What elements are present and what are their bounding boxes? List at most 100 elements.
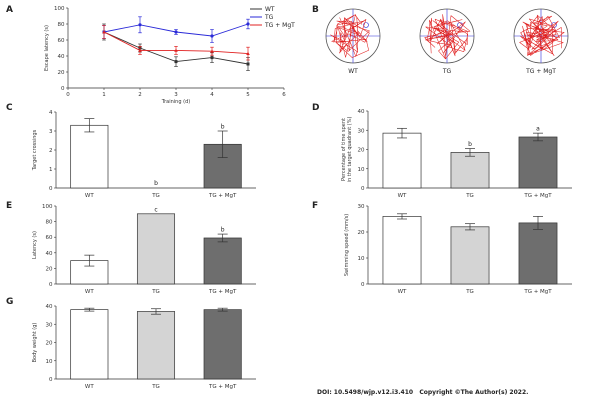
maze-label: WT [348,68,358,75]
doi-text: DOI: 10.5498/wjp.v12.i3.410 [317,389,414,396]
y-tick-label: 10 [358,167,365,173]
y-tick-label: 2 [49,148,53,154]
y-axis-label-line: Swimming speed (mm/s) [344,214,350,276]
chart-a-escape-latency: 0 20 40 60 80 100 0 1 2 3 4 5 6 Training (d) Escape la… [44,6,295,105]
data-point [138,23,142,27]
significance-label: b [221,124,225,131]
maze-tg: TG [419,8,475,75]
bar-tg-mgt [203,237,242,285]
legend-label: WT [265,6,275,13]
chart-d: 0 10 20 30 40 Percentage of time spentin the … [341,109,572,199]
data-point [210,34,214,38]
y-axis-label-line: Target crossings [32,129,38,171]
y-tick-label: 0 [361,186,365,192]
category-label: TG + MgT [523,193,552,199]
category-label: WT [398,193,407,199]
data-point [174,48,178,52]
y-tick-label: 60 [46,235,53,241]
bar-wt [70,309,109,380]
panel-b-maze-trajectories: WT TG TG + MgT [325,8,569,75]
data-point [174,30,178,34]
y-tick-label: 30 [358,128,365,134]
category-label: TG + MgT [208,384,237,390]
y-tick-label: 0 [61,86,65,92]
chart-e: 0 20 40 60 80 100 Latency (s) WT c TG b TG + MgT [32,204,256,295]
panel-letter-f: F [312,201,318,211]
category-label: TG + MgT [523,289,552,295]
y-axis-label-line: Latency (s) [32,231,38,259]
panel-letter-a: A [6,5,13,15]
footer: DOI: 10.5498/wjp.v12.i3.410 Copyright ©T… [317,389,528,396]
legend-label: TG [264,14,274,21]
significance-label: a [536,126,540,133]
maze-tg-mgt: TG + MgT [513,8,569,75]
bar-tg-mgt [518,136,558,189]
x-tick-label: 3 [174,92,178,98]
y-axis-title: Escape latency (s) [44,25,50,71]
y-tick-label: 10 [358,256,365,262]
chart-c: 0 1 2 3 4 Target crossings WT b TG b TG + MgT [32,110,256,199]
y-tick-label: 40 [46,304,53,310]
category-label: TG [151,289,160,295]
category-label: TG [151,384,160,390]
x-tick-label: 2 [138,92,142,98]
category-label: TG + MgT [208,289,237,295]
bar-wt [382,132,422,189]
x-tick-label: 0 [66,92,70,98]
x-tick-label: 4 [210,92,214,98]
x-tick-label: 5 [246,92,250,98]
panel-letter-g: G [6,297,13,307]
y-tick-label: 40 [46,251,53,257]
y-axis-title: Body weight (g) [32,323,38,363]
category-label: TG [151,193,160,199]
data-point [138,48,142,52]
series-tg-mgt [102,25,250,61]
series-tg [102,16,250,43]
data-point [210,49,214,53]
panel-letter-b: B [312,5,319,15]
chart-g: 0 10 20 30 40 Body weight (g) WT TG TG + MgT [32,304,256,390]
data-point [246,51,250,55]
platform-marker [363,22,369,28]
y-tick-label: 30 [46,322,53,328]
y-tick-label: 30 [358,204,365,210]
y-tick-label: 60 [58,38,65,44]
data-point [210,56,214,60]
panel-letter-d: D [312,103,319,113]
copyright-text: Copyright ©The Author(s) 2022. [419,389,529,396]
y-tick-label: 3 [49,129,53,135]
category-label: TG + MgT [208,193,237,199]
bar-tg [136,213,176,285]
panel-letter-e: E [6,201,12,211]
swim-trajectory [519,14,565,56]
bar-tg-mgt [518,222,558,285]
y-axis-title: Latency (s) [32,231,38,259]
data-point [174,60,178,64]
y-tick-label: 4 [49,110,53,116]
y-tick-label: 0 [49,186,53,192]
y-tick-label: 80 [46,220,53,226]
maze-label: TG [442,68,452,75]
category-label: TG [465,193,474,199]
y-axis-title: Percentage of time spentin the target qu… [341,117,353,183]
x-tick-label: 6 [282,92,286,98]
legend-label: TG + MgT [264,22,295,29]
significance-label: c [154,206,157,213]
y-tick-label: 20 [358,230,365,236]
y-tick-label: 0 [49,282,53,288]
y-axis-label-line: in the target quadrant (%) [347,117,353,183]
swim-trajectory [424,14,471,60]
category-label: WT [85,193,94,199]
x-axis-title: Training (d) [161,99,190,105]
significance-label: b [468,141,472,148]
y-tick-label: 40 [358,109,365,115]
y-axis-title: Swimming speed (mm/s) [344,214,350,276]
y-tick-label: 20 [46,341,53,347]
y-tick-label: 100 [42,204,53,210]
maze-label: TG + MgT [525,68,556,75]
data-point [246,62,250,66]
bar-tg [450,152,490,189]
bar-tg-mgt [203,309,242,380]
